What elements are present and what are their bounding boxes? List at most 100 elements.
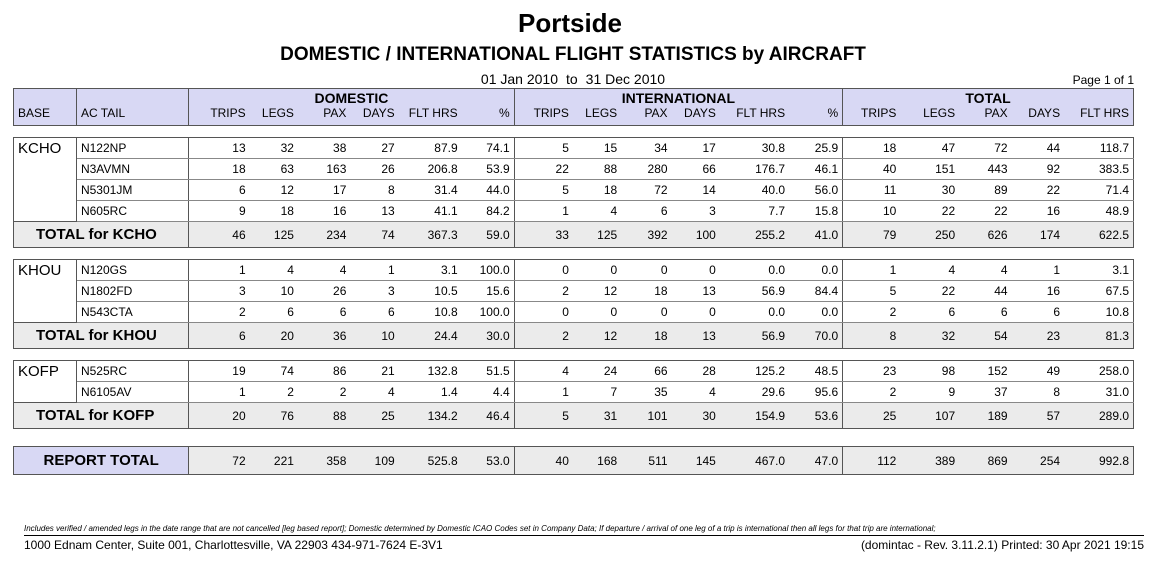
cell-value: 6 [188, 179, 250, 201]
cell-value: 869 [959, 446, 1012, 475]
report-subtitle: DOMESTIC / INTERNATIONAL FLIGHT STATISTI… [280, 44, 866, 65]
cell-value: 525.8 [398, 446, 462, 475]
cell-value: 32 [900, 322, 960, 349]
cell-value: 72 [188, 446, 250, 475]
cell-value: 36 [297, 322, 351, 349]
cell-value: 10.8 [398, 301, 462, 323]
col-dom-flt-hrs: FLT HRS [398, 105, 462, 126]
cell-value: 10 [842, 200, 901, 222]
ac-tail: N605RC [76, 200, 190, 222]
col-dom-days: DAYS [350, 105, 399, 126]
col-tot-pax: PAX [959, 105, 1012, 126]
cell-value: 6 [959, 301, 1012, 323]
base-total-label: TOTAL for KCHO [12, 221, 190, 248]
cell-value: 98 [900, 360, 960, 382]
cell-value: 9 [188, 200, 250, 222]
cell-value: 72 [621, 179, 672, 201]
base-code: KHOU [13, 259, 77, 323]
table-body: KCHO N122NP 13 32 38 27 87.9 74.1 5 15 34 17 30.8 25.… [12, 126, 1135, 475]
cell-value: 88 [572, 158, 622, 180]
ac-tail: N6105AV [76, 381, 190, 403]
cell-value: 1 [1011, 259, 1065, 281]
cell-value: 12 [572, 280, 622, 302]
base-total-row: TOTAL for KHOU 6 20 36 10 24.4 30.0 2 12 18 13 56.9… [12, 322, 1135, 349]
cell-value: 46.4 [461, 402, 515, 429]
cell-value: 6 [188, 322, 250, 349]
cell-value: 56.0 [789, 179, 843, 201]
cell-value: 1 [188, 381, 250, 403]
cell-value: 22 [959, 200, 1012, 222]
cell-value: 24.4 [398, 322, 462, 349]
cell-value: 12 [249, 179, 298, 201]
date-to-word: to [565, 71, 578, 87]
col-intl-pct: % [789, 105, 844, 126]
cell-value: 92 [1011, 158, 1065, 180]
cell-value: 74 [350, 221, 399, 248]
company-address: 1000 Ednam Center, Suite 001, Charlottes… [24, 538, 443, 552]
cell-value: 176.7 [719, 158, 790, 180]
cell-value: 6 [350, 301, 399, 323]
cell-value: 46.1 [789, 158, 843, 180]
cell-value: 3 [671, 200, 720, 222]
cell-value: 467.0 [719, 446, 790, 475]
cell-value: 15.8 [789, 200, 843, 222]
base-code: KCHO [13, 137, 77, 222]
header-column-row: BASE AC TAIL TRIPS LEGS PAX DAYS FLT HRS… [13, 105, 1135, 126]
cell-value: 79 [842, 221, 901, 248]
col-tot-trips: TRIPS [842, 105, 901, 126]
cell-value: 250 [900, 221, 960, 248]
cell-value: 358 [297, 446, 351, 475]
cell-value: 22 [900, 200, 960, 222]
cell-value: 29.6 [719, 381, 790, 403]
cell-value: 20 [249, 322, 298, 349]
date-from: 01 Jan 2010 [480, 71, 558, 87]
cell-value: 626 [959, 221, 1012, 248]
cell-value: 34 [621, 137, 672, 159]
cell-value: 6 [297, 301, 351, 323]
cell-value: 19 [188, 360, 250, 382]
cell-value: 4 [959, 259, 1012, 281]
cell-value: 5 [513, 402, 573, 429]
cell-value: 53.9 [461, 158, 515, 180]
base-total-label: TOTAL for KHOU [12, 322, 190, 349]
cell-value: 8 [842, 322, 901, 349]
cell-value: 15 [572, 137, 622, 159]
cell-value: 48.5 [789, 360, 843, 382]
cell-value: 0.0 [789, 301, 843, 323]
cell-value: 37 [959, 381, 1012, 403]
cell-value: 53.6 [789, 402, 843, 429]
cell-value: 254 [1011, 446, 1065, 475]
cell-value: 3 [350, 280, 399, 302]
cell-value: 72 [959, 137, 1012, 159]
cell-value: 44.0 [461, 179, 515, 201]
cell-value: 22 [513, 158, 573, 180]
cell-value: 389 [900, 446, 960, 475]
cell-value: 41.1 [398, 200, 462, 222]
cell-value: 2 [188, 301, 250, 323]
cell-value: 11 [842, 179, 901, 201]
table-row: N1802FD 3 10 26 3 10.5 15.6 2 12 18 13 56.9 84.4 5 22 4… [14, 280, 1135, 302]
cell-value: 25 [350, 402, 399, 429]
cell-value: 54 [959, 322, 1012, 349]
cell-value: 10 [249, 280, 298, 302]
cell-value: 7 [572, 381, 622, 403]
cell-value: 30 [671, 402, 720, 429]
cell-value: 24 [572, 360, 622, 382]
cell-value: 87.9 [398, 137, 462, 159]
cell-value: 5 [842, 280, 901, 302]
cell-value: 2 [842, 381, 901, 403]
cell-value: 56.9 [719, 280, 790, 302]
col-base: BASE [13, 105, 77, 126]
cell-value: 49 [1011, 360, 1065, 382]
cell-value: 0 [671, 301, 720, 323]
cell-value: 35 [621, 381, 672, 403]
cell-value: 134.2 [398, 402, 462, 429]
cell-value: 12 [572, 322, 622, 349]
cell-value: 189 [959, 402, 1012, 429]
cell-value: 0 [621, 259, 672, 281]
cell-value: 20 [188, 402, 250, 429]
cell-value: 25 [842, 402, 901, 429]
cell-value: 2 [297, 381, 351, 403]
cell-value: 3.1 [398, 259, 462, 281]
cell-value: 4 [350, 381, 399, 403]
